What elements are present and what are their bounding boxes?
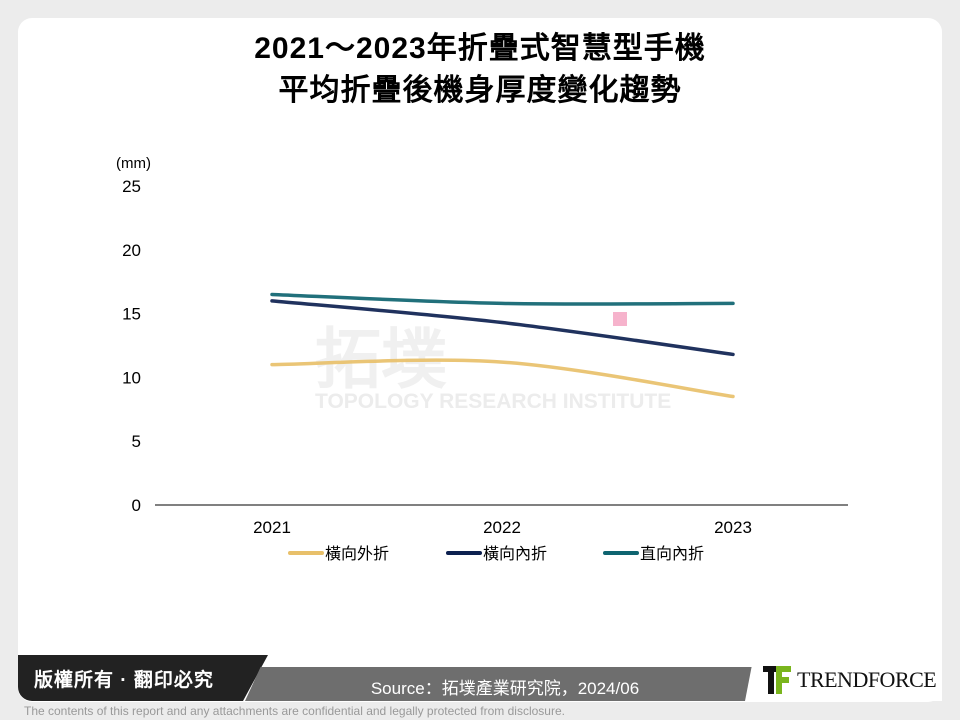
legend-label: 橫向外折	[325, 545, 389, 563]
y-tick-label: 10	[122, 368, 141, 387]
x-tick-label: 2023	[714, 518, 752, 537]
legend-label: 直向內折	[640, 545, 704, 563]
series-line-3	[270, 292, 735, 306]
disclaimer-text: The contents of this report and any atta…	[24, 704, 565, 718]
source-banner: Source：拓墣產業研究院，2024/06	[245, 667, 765, 701]
watermark-pink-square	[613, 312, 627, 326]
y-axis-unit: (mm)	[116, 155, 151, 172]
trendforce-logo: TrendForce	[763, 666, 937, 694]
title-line-2: 平均折疊後機身厚度變化趨勢	[278, 74, 682, 107]
y-tick-label: 15	[122, 305, 141, 324]
x-tick-label: 2022	[483, 518, 521, 537]
legend-label: 橫向內折	[483, 545, 547, 563]
title-line-1: 2021～2023年折疊式智慧型手機	[254, 32, 706, 65]
source-text: Source：拓墣產業研究院，2024/06	[370, 679, 640, 698]
y-tick-label: 5	[132, 432, 141, 451]
series-line-1	[270, 358, 735, 399]
y-tick-label: 0	[132, 496, 141, 515]
brand-text: TrendForce	[797, 667, 937, 692]
watermark-en: TOPOLOGY RESEARCH INSTITUTE	[315, 390, 671, 413]
y-tick-label: 20	[122, 241, 141, 260]
y-tick-label: 25	[122, 177, 141, 196]
chart-title: 2021～2023年折疊式智慧型手機 平均折疊後機身厚度變化趨勢	[0, 28, 960, 112]
copyright-text: 版權所有 · 翻印必究	[34, 670, 214, 691]
copyright-banner: 版權所有 · 翻印必究	[18, 655, 268, 701]
series-line-2	[270, 299, 735, 357]
x-tick-label: 2021	[253, 518, 291, 537]
trendforce-logo-icon	[763, 666, 791, 694]
